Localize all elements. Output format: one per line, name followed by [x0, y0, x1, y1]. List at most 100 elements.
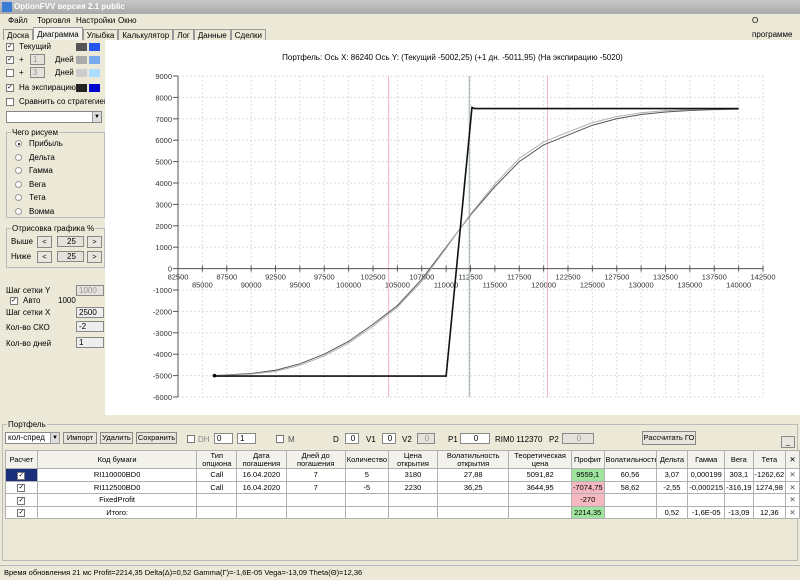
y-tick-label: 2000: [155, 222, 172, 231]
profit-chart[interactable]: -6000 -5000 -4000 -3000 -2000 -1000 0 1000 2000 3…: [105, 40, 800, 415]
radio-3[interactable]: [15, 180, 22, 188]
table-row[interactable]: ✓ RI112500BD0 Call 16.04.2020 7 -5 2230 36,25 36…: [5, 480, 800, 494]
days-input-2[interactable]: 3: [30, 67, 45, 78]
menu-trading[interactable]: Торговля: [37, 16, 71, 25]
dh-checkbox[interactable]: [187, 435, 195, 443]
menu-file[interactable]: Файл: [8, 16, 28, 25]
v1-label: V1: [366, 435, 376, 444]
color-swatch[interactable]: [89, 56, 100, 64]
color-swatch[interactable]: [76, 56, 87, 64]
p1-input[interactable]: 0: [460, 433, 490, 444]
menu-about[interactable]: О программе: [752, 16, 793, 39]
calc-cell[interactable]: ✓: [5, 468, 38, 482]
above-decrease-button[interactable]: <: [37, 236, 52, 248]
menu-settings[interactable]: Настройки: [76, 16, 116, 25]
delete-row-icon[interactable]: ✕: [785, 468, 800, 482]
x-tick-label: 107500: [409, 273, 434, 282]
calc-cell[interactable]: ✓: [5, 493, 38, 507]
table-header: Расчет Код бумаги Тип опциона Дата погашени…: [5, 450, 800, 469]
x-tick-label: 85000: [192, 281, 213, 290]
table-row[interactable]: ✓ RI110000BD0 Call 16.04.2020 7 5 3180 27,88 509…: [5, 468, 800, 482]
below-increase-button[interactable]: >: [87, 251, 102, 263]
radio-label-2: Гамма: [29, 166, 53, 175]
portfolio-title: Портфель: [7, 420, 47, 429]
tab-3[interactable]: Калькулятор: [118, 29, 174, 40]
calc-checkbox[interactable]: ✓: [17, 496, 26, 505]
y-tick-label: -2000: [153, 307, 172, 316]
tab-6[interactable]: Сделки: [230, 29, 267, 40]
compare-checkbox[interactable]: [6, 98, 14, 106]
grid-x-input[interactable]: 2500: [76, 307, 104, 318]
save-button[interactable]: Сохранить: [136, 432, 177, 444]
tab-1[interactable]: Диаграмма: [33, 27, 83, 40]
table-row[interactable]: ✓ FixedProfit -270 ✕: [5, 493, 800, 507]
delete-row-icon[interactable]: ✕: [785, 493, 800, 507]
chevron-down-icon[interactable]: ▼: [92, 112, 101, 122]
compare-dropdown[interactable]: [6, 111, 102, 123]
radio-4[interactable]: [15, 194, 22, 201]
radio-0[interactable]: [15, 140, 22, 147]
tab-5[interactable]: Данные: [193, 29, 231, 40]
calc-cell[interactable]: ✓: [5, 480, 38, 494]
color-swatch[interactable]: [76, 69, 87, 77]
below-value[interactable]: 25: [57, 251, 84, 262]
tab-4[interactable]: Лог: [173, 29, 194, 40]
color-swatch[interactable]: [76, 84, 87, 92]
days-input-1[interactable]: 1: [30, 54, 45, 65]
above-value[interactable]: 25: [57, 236, 84, 247]
y-tick-label: 6000: [155, 136, 172, 145]
series-checkbox-1[interactable]: ✓: [6, 56, 14, 64]
tab-2[interactable]: Улыбка: [82, 29, 119, 40]
column-header: Код бумаги: [36, 450, 198, 469]
column-header[interactable]: ✕: [785, 450, 800, 469]
chart-area: Портфель: Ось X: 86240 Ось Y: (Текущий -…: [105, 40, 800, 415]
days-count-input[interactable]: 1: [76, 337, 104, 348]
above-increase-button[interactable]: >: [87, 236, 102, 248]
delete-button[interactable]: Удалить: [100, 432, 133, 444]
p2-input[interactable]: 0: [562, 433, 594, 444]
menu-window[interactable]: Окно: [118, 16, 137, 25]
radio-5[interactable]: [15, 207, 22, 215]
series-checkbox-0[interactable]: ✓: [6, 43, 14, 51]
minimize-button[interactable]: _: [781, 436, 795, 448]
x-tick-label: 110000: [434, 281, 458, 290]
series-checkbox-3[interactable]: ✓: [6, 84, 14, 92]
import-button[interactable]: Импорт: [63, 432, 97, 444]
calc-go-button[interactable]: Рассчитать ГО: [642, 431, 696, 445]
grid-y-input[interactable]: 1000: [76, 285, 104, 296]
color-swatch[interactable]: [89, 69, 100, 77]
sko-input[interactable]: -2: [76, 321, 104, 332]
cell: Итого:: [36, 505, 198, 519]
d-input[interactable]: 0: [345, 433, 359, 444]
table-row[interactable]: ✓ Итого: 2214,35 0,52 -1,6E-05 -13,09 12,36 ✕: [5, 505, 800, 519]
cell: [285, 493, 346, 507]
radio-1[interactable]: [15, 153, 22, 161]
calc-checkbox[interactable]: ✓: [17, 509, 26, 518]
m-checkbox[interactable]: [276, 435, 284, 443]
auto-label: Авто: [23, 296, 41, 305]
color-swatch[interactable]: [89, 43, 100, 51]
dh-spinner-2[interactable]: 1: [237, 433, 256, 444]
delete-row-icon[interactable]: ✕: [785, 505, 800, 519]
tab-0[interactable]: Доска: [3, 29, 34, 40]
cell: 27,88: [437, 468, 510, 482]
v2-input[interactable]: 0: [417, 433, 435, 444]
color-swatch[interactable]: [76, 43, 87, 51]
cell: 0,52: [655, 505, 689, 519]
series-checkbox-2[interactable]: [6, 69, 14, 77]
ticker-label: RIM0 112370: [495, 435, 543, 444]
dh-spinner-1[interactable]: 0: [214, 433, 233, 444]
radio-2[interactable]: [15, 167, 22, 174]
cell: -270: [570, 493, 605, 507]
calc-cell[interactable]: ✓: [5, 505, 38, 519]
v1-input[interactable]: 0: [382, 433, 396, 444]
x-tick-label: 115000: [483, 281, 507, 290]
y-tick-label: 8000: [155, 93, 172, 102]
color-swatch[interactable]: [89, 84, 100, 92]
calc-checkbox[interactable]: ✓: [17, 471, 26, 480]
delete-row-icon[interactable]: ✕: [785, 480, 800, 494]
auto-checkbox[interactable]: ✓: [10, 297, 18, 305]
chevron-down-icon[interactable]: ▼: [50, 432, 60, 444]
below-decrease-button[interactable]: <: [37, 251, 52, 263]
calc-checkbox[interactable]: ✓: [17, 484, 26, 493]
